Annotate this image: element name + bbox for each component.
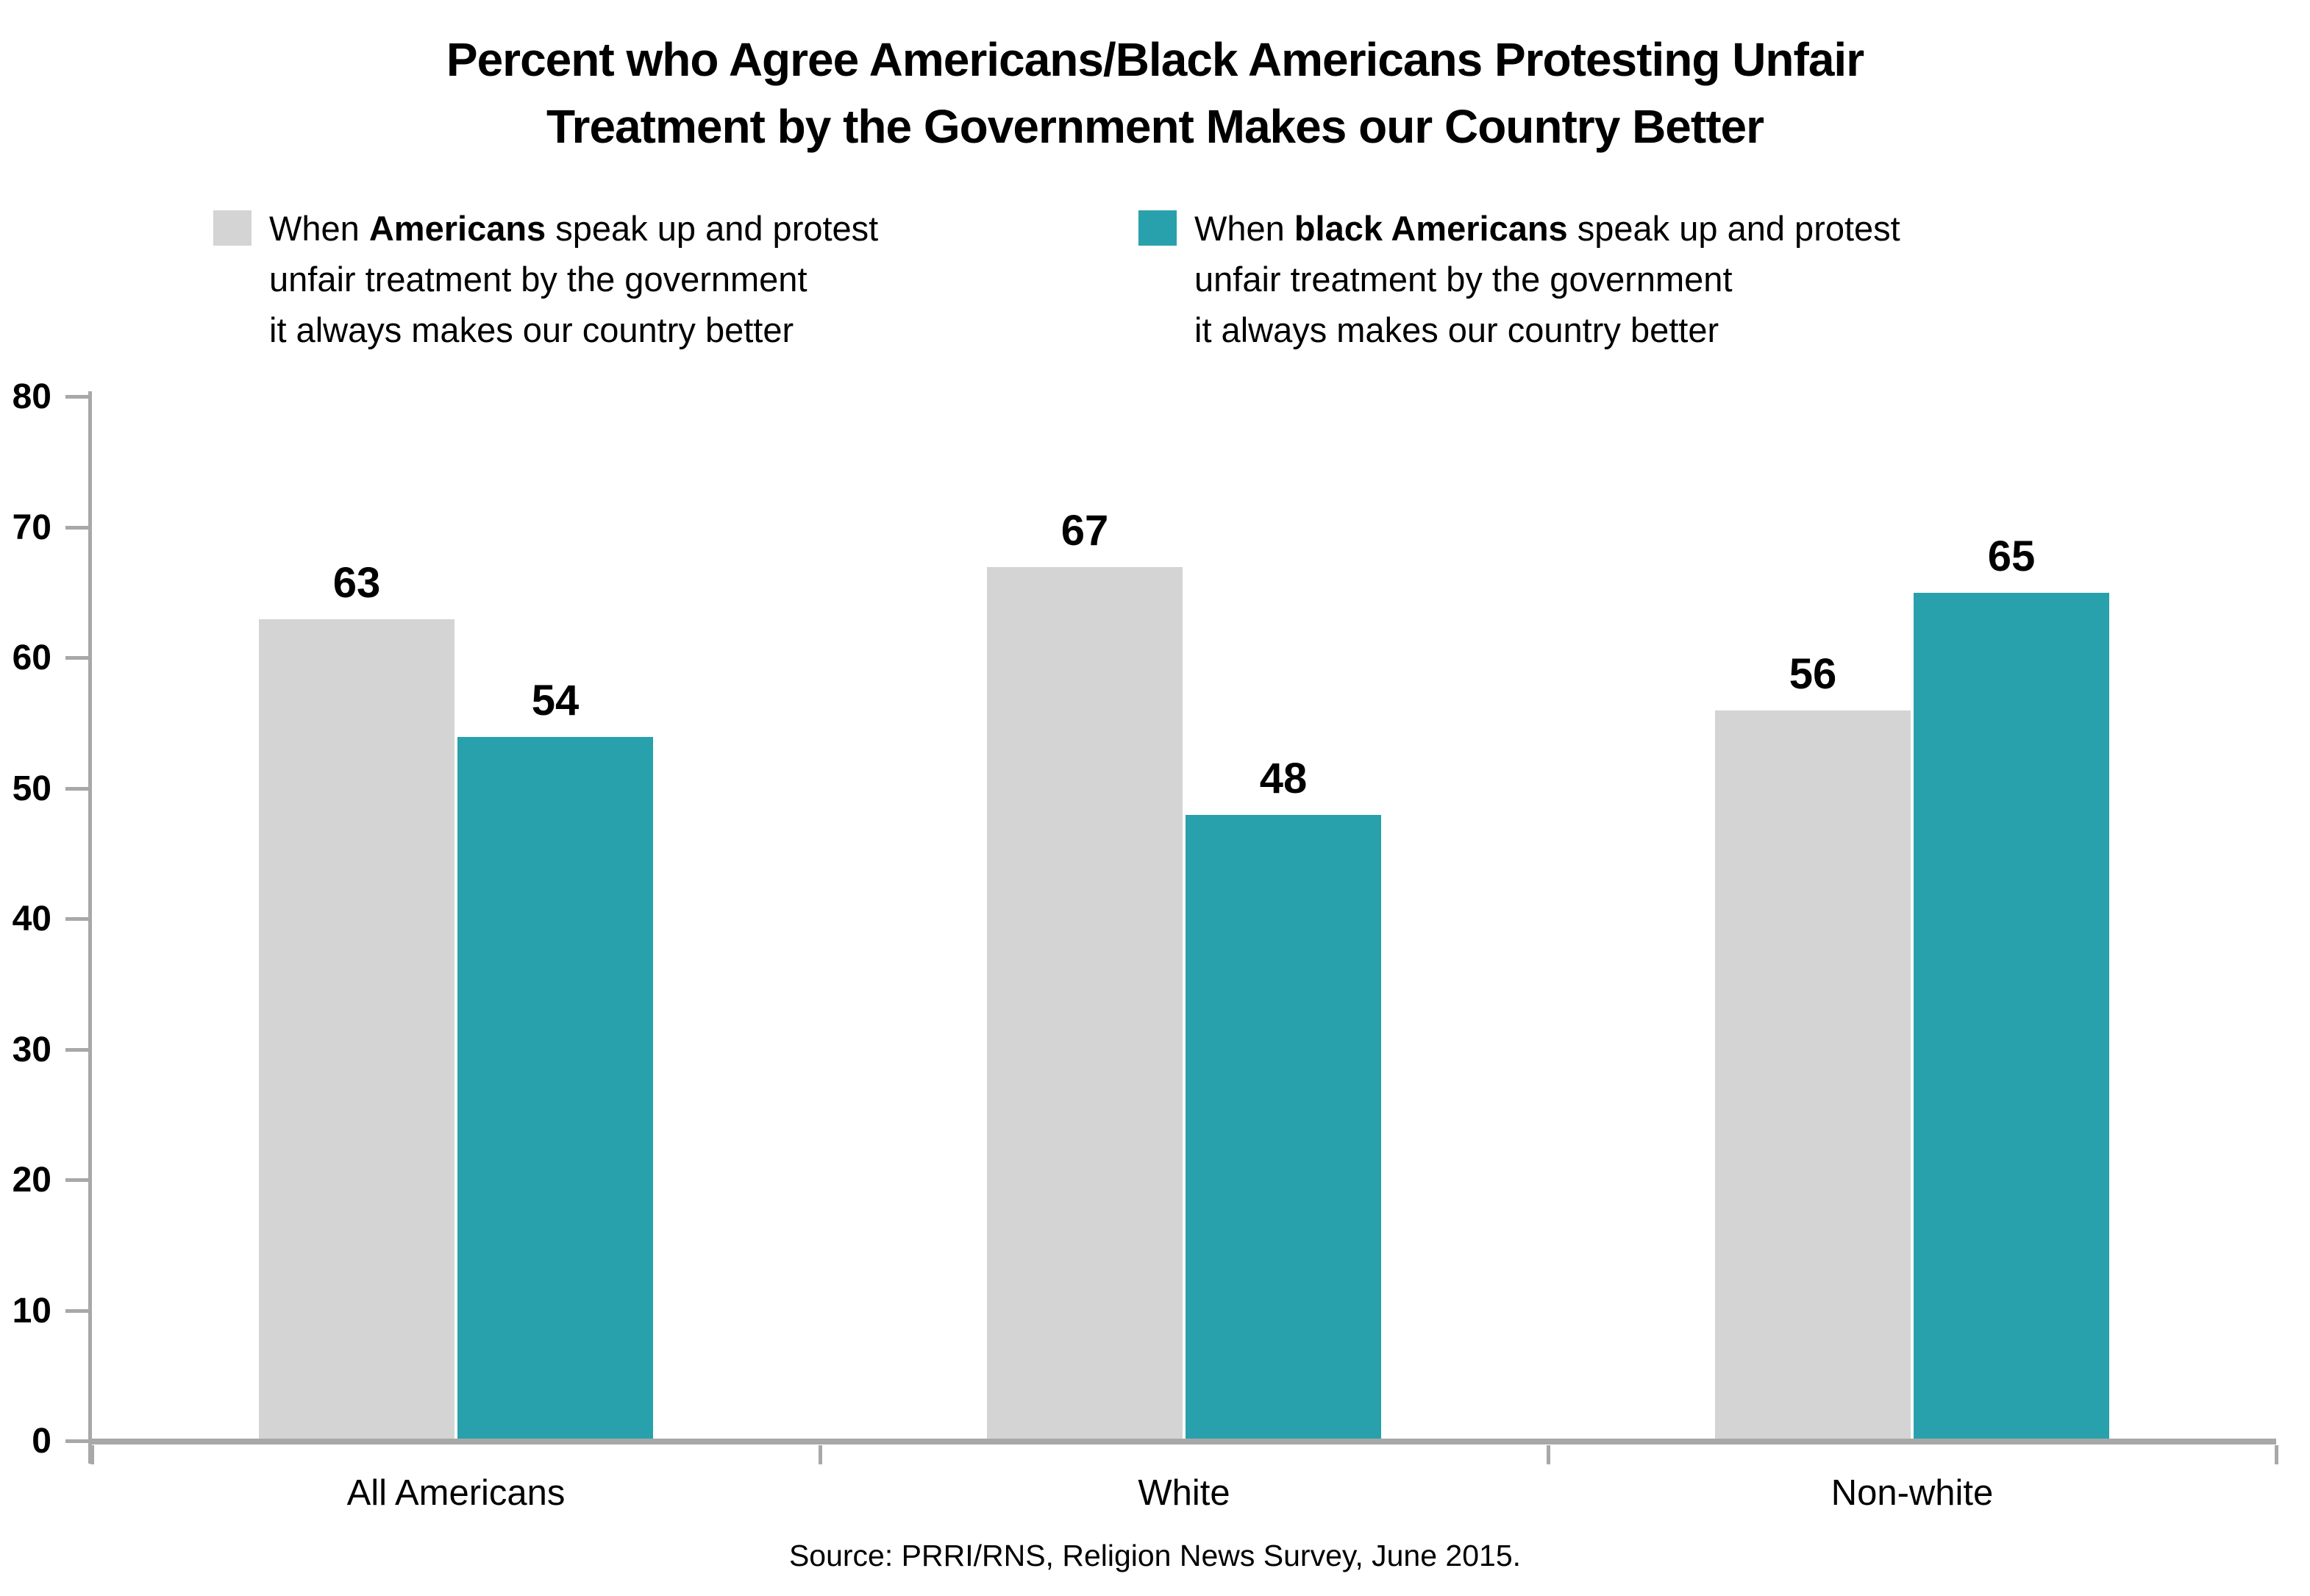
y-axis-tick bbox=[65, 656, 89, 660]
x-axis-tick bbox=[90, 1445, 94, 1464]
bar-value-label: 56 bbox=[1789, 650, 1837, 698]
legend-line-2: unfair treatment by the government bbox=[269, 260, 808, 299]
category-group: 63 54 All Americans bbox=[92, 397, 820, 1513]
legend: When Americans speak up and protest unfa… bbox=[0, 203, 2310, 357]
y-axis-tick-label: 70 bbox=[12, 507, 51, 547]
source-note: Source: PRRI/RNS, Religion News Survey, … bbox=[788, 1539, 1522, 1572]
bar-value-label: 65 bbox=[1987, 532, 2036, 581]
x-axis-tick bbox=[1546, 1445, 1550, 1464]
bar-americans: 63 bbox=[259, 559, 454, 1442]
category-label: White bbox=[1138, 1473, 1230, 1513]
y-axis-tick-label: 60 bbox=[12, 638, 51, 677]
chart-title-line-2: Treatment by the Government Makes our Co… bbox=[546, 100, 1764, 153]
legend-item-americans: When Americans speak up and protest unfa… bbox=[213, 203, 878, 355]
bar-pair: 67 48 bbox=[820, 397, 1548, 1442]
y-axis-tick bbox=[65, 395, 89, 399]
bar-value-label: 63 bbox=[332, 558, 381, 607]
bar-pair: 56 65 bbox=[1548, 397, 2276, 1442]
chart-title: Percent who Agree Americans/Black Americ… bbox=[0, 26, 2310, 160]
y-axis-tick bbox=[65, 1047, 89, 1052]
y-axis-tick bbox=[65, 1308, 89, 1313]
bar-value-label: 48 bbox=[1259, 755, 1308, 802]
legend-swatch-teal bbox=[1138, 210, 1177, 246]
category-group: 67 48 White bbox=[820, 397, 1548, 1513]
legend-line-3: it always makes our country better bbox=[1194, 310, 1719, 349]
bar-americans: 56 bbox=[1715, 650, 1911, 1442]
legend-label: When Americans speak up and protest unfa… bbox=[269, 203, 878, 355]
plot-area: 0 10 20 30 40 50 60 70 80 63 54 All Americans 67 48 Wh… bbox=[13, 380, 2278, 1513]
y-axis-tick-label: 20 bbox=[12, 1161, 51, 1200]
y-axis-line bbox=[88, 391, 92, 1464]
chart-title-line-1: Percent who Agree Americans/Black Americ… bbox=[446, 33, 1864, 86]
bar-black-americans: 54 bbox=[457, 677, 653, 1442]
category-label: All Americans bbox=[346, 1473, 566, 1513]
legend-line-2: unfair treatment by the government bbox=[1194, 260, 1733, 299]
y-axis-tick-label: 40 bbox=[12, 899, 51, 938]
bar-pair: 63 54 bbox=[92, 397, 820, 1442]
y-axis-tick-label: 50 bbox=[12, 769, 51, 808]
y-axis-tick bbox=[65, 1439, 89, 1443]
bar-americans: 67 bbox=[987, 507, 1183, 1442]
y-axis-tick bbox=[65, 1178, 89, 1182]
x-axis-tick bbox=[818, 1445, 822, 1464]
legend-swatch-gray bbox=[213, 210, 252, 246]
y-axis-tick bbox=[65, 786, 89, 791]
bar-value-label: 67 bbox=[1060, 506, 1109, 555]
y-axis-tick-label: 80 bbox=[12, 377, 51, 416]
y-axis-tick-label: 30 bbox=[12, 1030, 51, 1069]
category-group: 56 65 Non-white bbox=[1548, 397, 2276, 1513]
y-axis-tick-label: 0 bbox=[32, 1422, 51, 1461]
legend-line-1: When black Americans speak up and protes… bbox=[1194, 209, 1900, 248]
y-axis-tick-label: 10 bbox=[12, 1291, 51, 1330]
y-axis-tick bbox=[65, 525, 89, 530]
legend-line-3: it always makes our country better bbox=[269, 310, 794, 349]
legend-item-black-americans: When black Americans speak up and protes… bbox=[1138, 203, 1900, 355]
category-label: Non-white bbox=[1830, 1473, 1994, 1513]
legend-line-1: When Americans speak up and protest bbox=[269, 209, 879, 248]
x-axis-line bbox=[88, 1439, 2276, 1444]
bar-value-label: 54 bbox=[531, 676, 580, 724]
bar-black-americans: 65 bbox=[1914, 532, 2109, 1442]
y-axis-tick bbox=[65, 917, 89, 921]
bar-black-americans: 48 bbox=[1186, 755, 1381, 1442]
x-axis-tick bbox=[2275, 1445, 2278, 1464]
legend-label: When black Americans speak up and protes… bbox=[1194, 203, 1900, 355]
